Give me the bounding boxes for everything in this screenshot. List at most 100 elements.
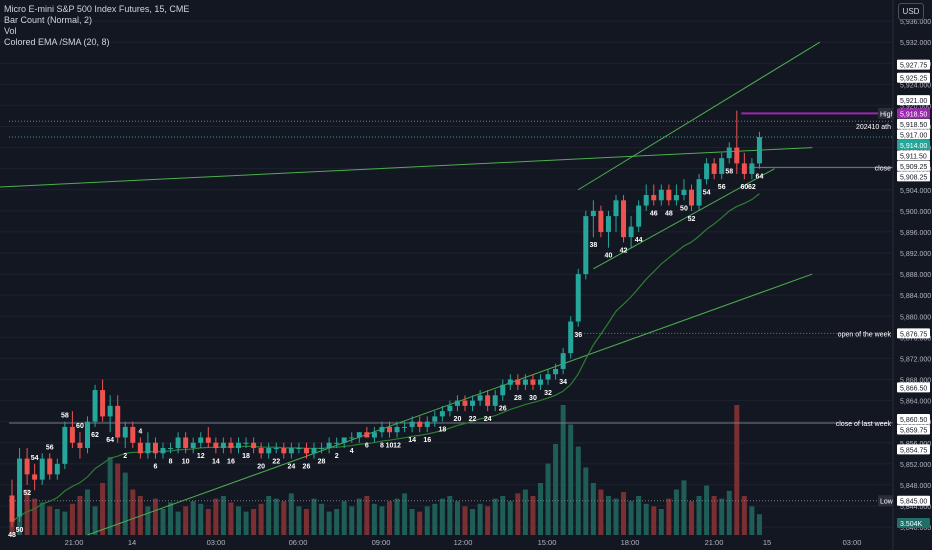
candle-body — [220, 442, 226, 449]
volume-bar — [658, 509, 664, 535]
volume-bar — [643, 503, 649, 535]
volume-bar — [198, 503, 204, 535]
bar-count-label: 56 — [718, 184, 726, 191]
candle-body — [673, 195, 679, 201]
bar-count-label: 60 — [76, 423, 84, 430]
price-label: 5,860.50 — [900, 417, 927, 424]
candle-body — [553, 368, 559, 375]
bar-count-label: 50 — [680, 205, 688, 212]
indicator-bar-count[interactable]: Bar Count (Normal, 2) — [4, 15, 93, 25]
candle-body — [636, 205, 642, 227]
candle-body — [9, 495, 15, 522]
volume-bar — [326, 511, 332, 535]
candle-body — [251, 442, 257, 449]
bar-count-label: 18 — [242, 453, 250, 460]
volume-bar — [334, 509, 340, 535]
candle-body — [711, 163, 717, 174]
candle-body — [477, 395, 483, 401]
indicator-volume[interactable]: Vol — [4, 26, 17, 36]
volume-bar — [432, 503, 438, 535]
bar-count-label: 24 — [484, 416, 492, 423]
price-label-box — [897, 328, 930, 339]
indicator-ema[interactable]: Colored EMA /SMA (20, 8) — [4, 37, 110, 47]
candle-body — [696, 179, 702, 206]
volume-bar — [371, 503, 377, 535]
candle-body — [394, 426, 400, 433]
price-axis[interactable]: 5,840.000 5,844.000 5,848.000 5,852.000 5,85… — [892, 0, 932, 550]
candle-body — [266, 448, 272, 454]
candle-body — [296, 448, 302, 450]
bar-count-label: 22 — [469, 416, 477, 423]
candle-body — [288, 448, 294, 454]
candle-body — [334, 442, 340, 444]
volume-bar — [575, 446, 581, 535]
candle-body — [32, 474, 38, 480]
volume-bar — [47, 506, 53, 535]
price-tick: 5,844.000 — [900, 504, 931, 511]
volume-bar — [273, 498, 279, 535]
price-label: 5,918.50 — [900, 122, 927, 129]
volume-bar — [749, 506, 755, 535]
volume-bar — [628, 501, 634, 535]
volume-bar — [613, 498, 619, 535]
time-tick: 03:00 — [207, 538, 226, 547]
time-tick: 12:00 — [454, 538, 473, 547]
price-tick: 5,864.000 — [900, 399, 931, 406]
time-tick: 15:00 — [538, 538, 557, 547]
bar-count-label: 64 — [106, 437, 114, 444]
volume-bar — [243, 511, 249, 535]
price-tick: 5,904.000 — [900, 188, 931, 195]
bar-count-label: 22 — [272, 458, 280, 465]
volume-bar — [447, 496, 453, 535]
candle-body — [681, 189, 687, 196]
price-label: 5,854.75 — [900, 447, 927, 454]
bar-count-label: 44 — [635, 237, 643, 244]
bar-count-label: 62 — [91, 432, 99, 439]
volume-bar — [741, 496, 747, 535]
candle-body — [734, 147, 740, 164]
price-label: 5,918.50 — [900, 111, 927, 118]
volume-bar — [364, 496, 370, 535]
trend-line — [0, 147, 813, 188]
price-label-box — [897, 72, 930, 83]
price-label-box — [897, 382, 930, 393]
level-tag-bg — [878, 495, 895, 507]
price-tick: 5,888.000 — [900, 272, 931, 279]
candle-body — [470, 400, 476, 406]
candle-body — [364, 432, 370, 438]
candle-body — [24, 458, 30, 475]
volume-bar — [726, 490, 732, 535]
price-tick: 5,932.000 — [900, 40, 931, 47]
candle-body — [575, 274, 581, 322]
volume-bar — [530, 496, 536, 535]
bar-count-label: 52 — [23, 490, 31, 497]
volume-bar — [651, 506, 657, 535]
currency-button[interactable]: USD — [898, 3, 924, 20]
price-tick: 5,880.000 — [900, 314, 931, 321]
price-label-box — [897, 495, 930, 506]
price-label-box — [897, 150, 930, 161]
bar-count-label: 52 — [688, 216, 696, 223]
volume-bar — [689, 501, 694, 535]
bar-count-label: 32 — [544, 390, 552, 397]
symbol-title[interactable]: Micro E-mini S&P 500 Index Futures, 15, … — [4, 4, 190, 14]
candle-body — [522, 379, 528, 385]
chart-legend: Micro E-mini S&P 500 Index Futures, 15, … — [4, 4, 189, 48]
volume-bar — [85, 489, 90, 535]
price-tick: 5,872.000 — [900, 356, 931, 363]
bar-count-label: 12 — [197, 453, 205, 460]
volume-bar — [409, 509, 415, 535]
candle-body — [160, 448, 166, 454]
volume-bar — [100, 483, 106, 535]
price-label-box — [897, 424, 930, 435]
candle-body — [100, 390, 106, 417]
volume-bar — [213, 498, 219, 535]
volume-bar — [590, 483, 596, 535]
candle-body — [77, 442, 83, 449]
candle-body — [507, 379, 513, 385]
candle-body — [756, 137, 762, 164]
time-axis[interactable]: 21:00 14 03:00 06:00 09:00 12:00 15:00 18:00 21:… — [65, 538, 862, 547]
candle-body — [205, 437, 211, 443]
